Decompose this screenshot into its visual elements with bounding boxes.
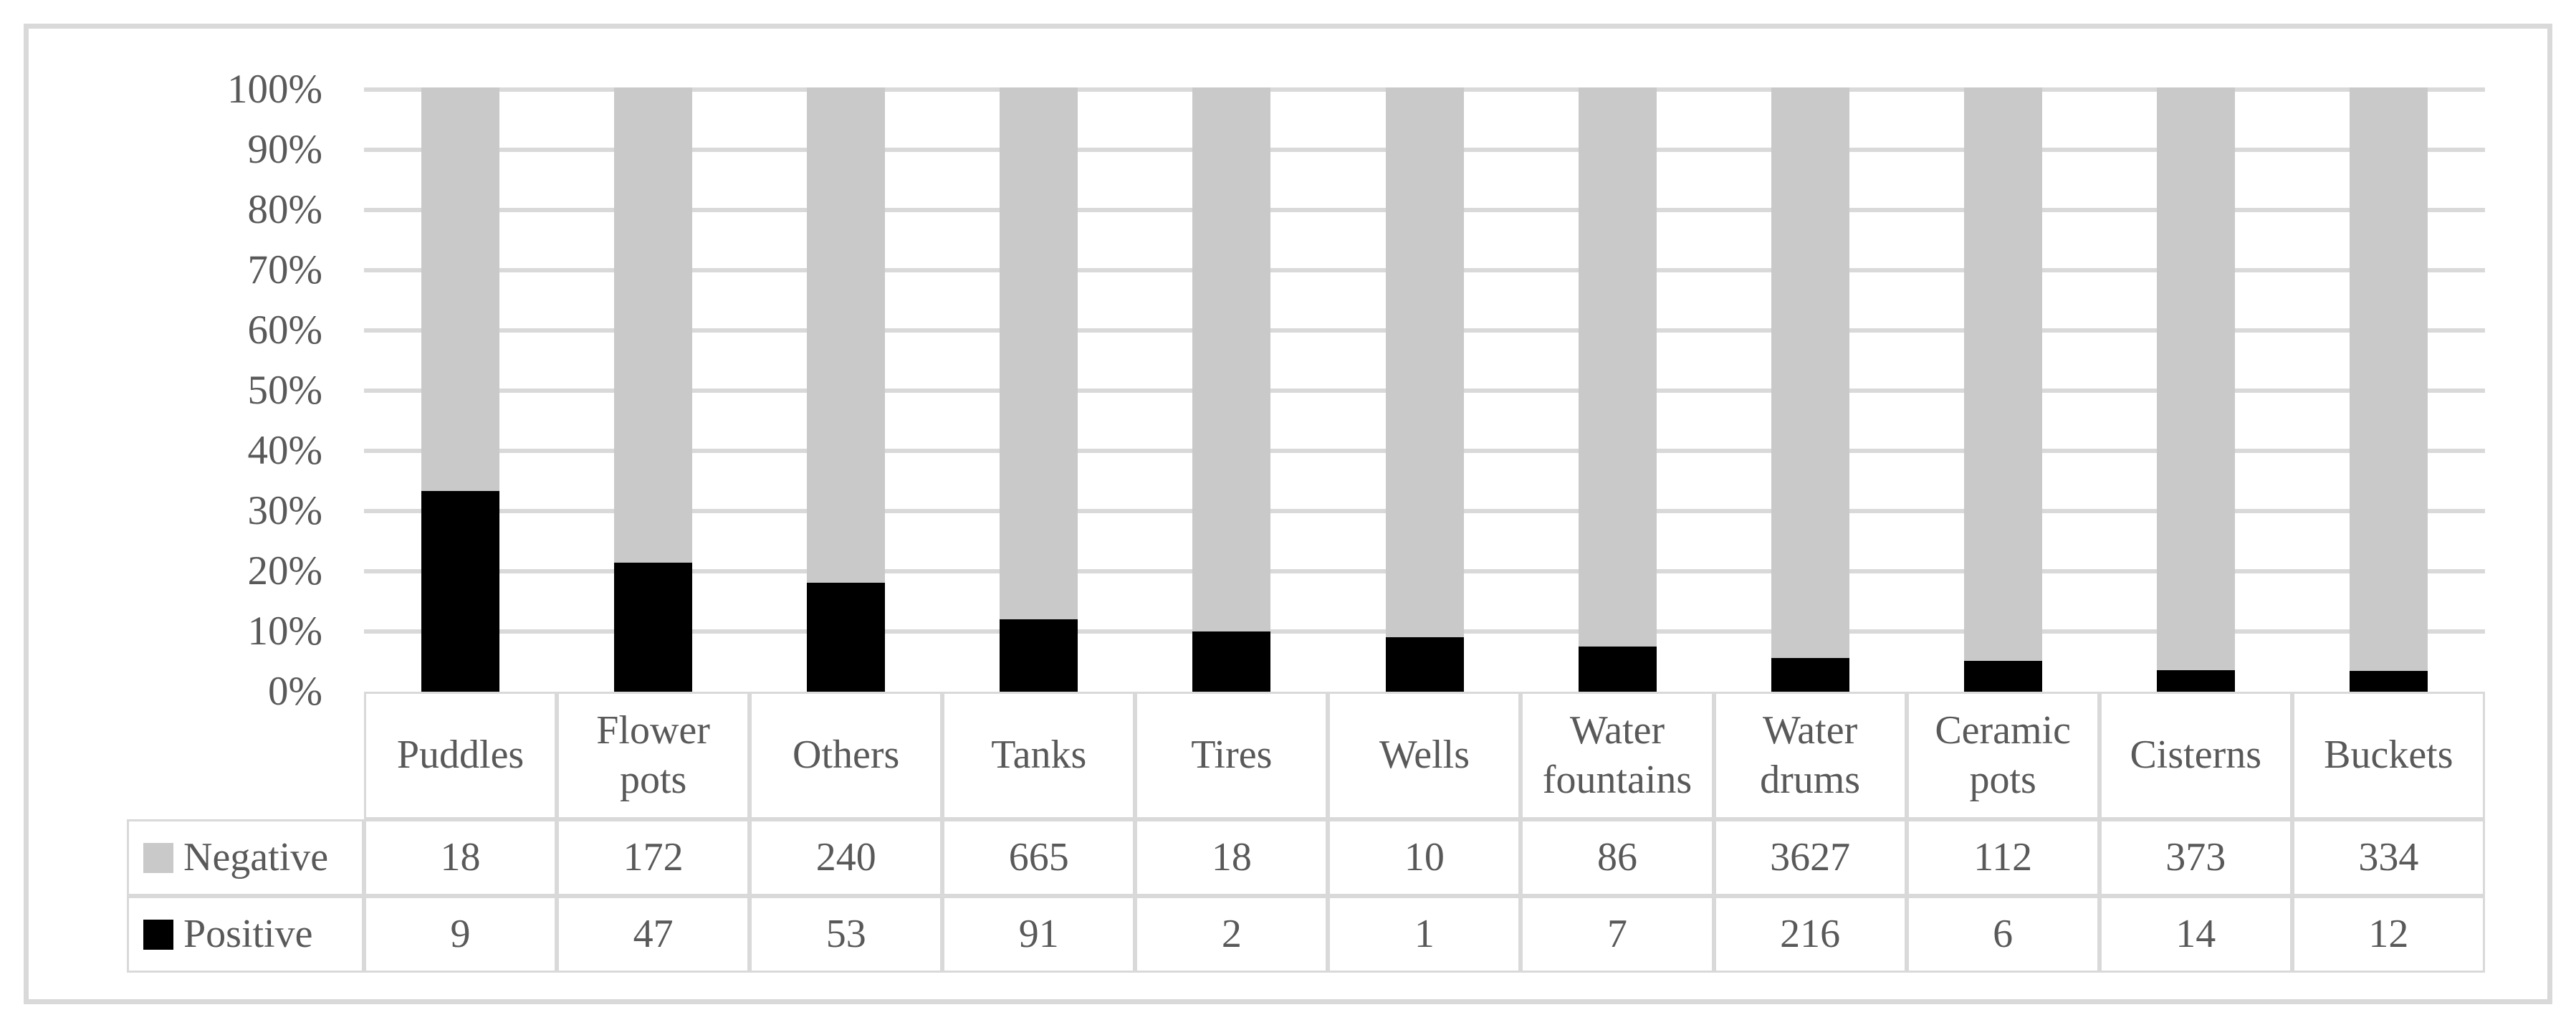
bar-segment-negative: [421, 87, 500, 491]
table-value-cell: 47: [557, 896, 750, 973]
category-header-cell: Others: [750, 692, 943, 819]
y-axis-tick-label: 30%: [247, 488, 322, 533]
bar-segment-positive: [421, 491, 500, 692]
bar-segment-negative: [1385, 87, 1464, 637]
y-axis-tick-label: 100%: [227, 67, 322, 112]
bar-segment-negative: [1963, 87, 2042, 662]
y-axis-tick-label: 10%: [247, 609, 322, 654]
table-value-cell: 334: [2292, 819, 2485, 896]
table-value-cell: 6: [1906, 896, 2099, 973]
category-header-cell: Buckets: [2292, 692, 2485, 819]
legend-cell-positive: Positive: [127, 896, 364, 973]
bar-segment-positive: [1578, 646, 1657, 692]
y-axis-tick-label: 40%: [247, 428, 322, 473]
legend-cell-negative: Negative: [127, 819, 364, 896]
table-value-cell: 1: [1328, 896, 1521, 973]
table-value-cell: 18: [364, 819, 557, 896]
bar-segment-positive: [807, 583, 886, 692]
table-value-cell: 86: [1521, 819, 1714, 896]
table-value-cell: 10: [1328, 819, 1521, 896]
y-axis-tick-label: 50%: [247, 368, 322, 413]
table-value-cell: 91: [942, 896, 1136, 973]
bar-segment-negative: [1578, 87, 1657, 647]
y-axis-tick-label: 90%: [247, 127, 322, 172]
data-table: Puddles Flower pots Others Tanks Tires Wells W…: [127, 692, 2485, 973]
bar-segment-positive: [1963, 661, 2042, 692]
category-header-cell: Water drums: [1713, 692, 1907, 819]
table-value-cell: 240: [750, 819, 943, 896]
bar-segment-negative: [1771, 87, 1849, 658]
legend-key-positive-swatch-icon: [143, 919, 173, 950]
bar-segment-negative: [2349, 87, 2428, 671]
table-value-cell: 172: [557, 819, 750, 896]
table-value-cell: 9: [364, 896, 557, 973]
bar-segment-positive: [1771, 657, 1849, 692]
y-axis-tick-label: 70%: [247, 247, 322, 292]
bar-segment-negative: [807, 87, 886, 583]
table-value-cell: 216: [1713, 896, 1907, 973]
table-value-cell: 373: [2099, 819, 2292, 896]
category-header-cell: Puddles: [364, 692, 557, 819]
bar-segment-positive: [1192, 631, 1271, 692]
y-axis-tick-label: 0%: [268, 669, 322, 714]
table-value-cell: 7: [1521, 896, 1714, 973]
category-header-cell: Tires: [1135, 692, 1328, 819]
category-header-cell: Ceramic pots: [1906, 692, 2099, 819]
table-value-cell: 665: [942, 819, 1136, 896]
category-header-cell: Tanks: [942, 692, 1136, 819]
bar-segment-positive: [614, 562, 693, 692]
legend-label: Positive: [183, 911, 313, 956]
table-value-cell: 18: [1135, 819, 1328, 896]
bar-segment-positive: [1000, 619, 1078, 692]
legend-label: Negative: [183, 834, 329, 879]
bar-segment-negative: [1000, 87, 1078, 619]
y-axis-tick-label: 20%: [247, 548, 322, 593]
bar-segment-positive: [2156, 669, 2235, 692]
table-value-cell: 112: [1906, 819, 2099, 896]
bar-segment-negative: [614, 87, 693, 563]
bar-segment-positive: [2349, 670, 2428, 692]
table-value-cell: 3627: [1713, 819, 1907, 896]
bar-segment-negative: [1192, 87, 1271, 631]
table-value-cell: 14: [2099, 896, 2292, 973]
category-header-cell: Water fountains: [1521, 692, 1714, 819]
table-value-cell: 53: [750, 896, 943, 973]
legend-key-negative-swatch-icon: [143, 842, 173, 873]
table-value-cell: 2: [1135, 896, 1328, 973]
bar-segment-negative: [2156, 87, 2235, 670]
bar-segment-positive: [1385, 637, 1464, 692]
category-header-cell: Wells: [1328, 692, 1521, 819]
table-corner-spacer: [127, 692, 364, 819]
table-value-cell: 12: [2292, 896, 2485, 973]
y-axis-tick-label: 80%: [247, 187, 322, 232]
category-header-cell: Cisterns: [2099, 692, 2292, 819]
y-axis-tick-label: 60%: [247, 308, 322, 353]
category-header-cell: Flower pots: [557, 692, 750, 819]
